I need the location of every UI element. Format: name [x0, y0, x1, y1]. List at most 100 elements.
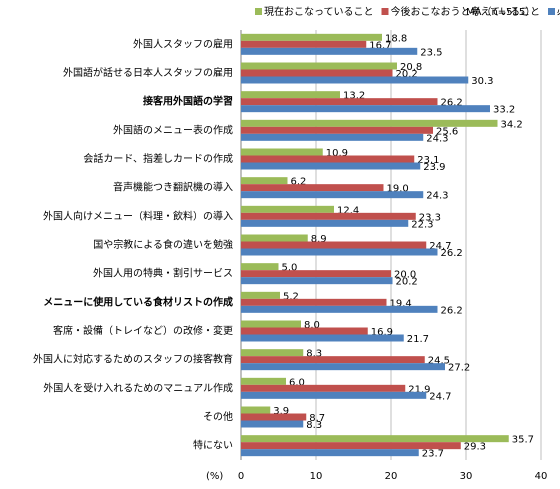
x-tick-label: 30	[460, 471, 473, 482]
x-tick-label: 40	[535, 471, 548, 482]
value-label: 23.3	[419, 212, 441, 223]
value-label: 33.2	[493, 105, 515, 116]
value-label: 3.9	[273, 406, 289, 417]
bar	[241, 305, 438, 313]
bar	[241, 320, 301, 328]
value-label: 16.9	[371, 327, 393, 338]
value-label: 6.2	[291, 177, 307, 188]
bar	[241, 291, 280, 299]
y-tick-label: 外国人に対応するためのスタッフの接客教育	[33, 353, 233, 366]
x-unit-label: (%)	[206, 471, 223, 482]
y-tick-label: 会話カード、指差しカードの作成	[83, 152, 233, 165]
bar	[241, 334, 404, 342]
value-label: 22.3	[411, 219, 433, 230]
bar	[241, 384, 406, 392]
bar	[241, 76, 469, 84]
legend-label: 必要だと思うこと	[557, 5, 560, 18]
y-tick-label: 特にない	[193, 440, 233, 452]
value-label: 30.3	[471, 76, 493, 87]
value-label: 25.6	[436, 126, 458, 137]
y-tick-label: 客席・設備（トレイなど）の改修・変更	[53, 324, 233, 337]
bar	[241, 391, 427, 399]
y-tick-label: 接客用外国語の学習	[143, 95, 233, 108]
bar	[241, 449, 419, 457]
bar	[241, 40, 367, 48]
bar	[241, 420, 304, 428]
value-label: 19.0	[387, 184, 409, 195]
value-label: 23.1	[417, 155, 439, 166]
value-label: 23.9	[423, 162, 445, 173]
y-tick-label: 外国語のメニュー表の作成	[113, 123, 233, 136]
x-tick-label: 20	[385, 471, 398, 482]
bar	[241, 91, 340, 99]
value-label: 20.8	[400, 62, 422, 73]
bar	[241, 406, 271, 414]
value-label: 20.0	[394, 270, 416, 281]
value-label: 8.3	[306, 420, 322, 431]
bar	[241, 119, 498, 127]
bar	[241, 349, 304, 357]
value-label: 26.2	[441, 98, 463, 109]
value-label: 5.2	[283, 291, 299, 302]
legend-swatch	[381, 8, 389, 15]
bar	[241, 133, 424, 141]
value-label: 27.2	[448, 363, 470, 374]
value-label: 21.7	[407, 334, 429, 345]
bar	[241, 191, 424, 199]
bar	[241, 263, 279, 271]
y-tick-label: 外国人スタッフの雇用	[133, 37, 233, 50]
y-tick-label: その他	[203, 410, 233, 423]
value-label: 20.2	[396, 69, 418, 80]
bar	[241, 356, 425, 364]
bar	[241, 442, 461, 450]
value-label: 24.3	[426, 133, 448, 144]
value-label: 29.3	[464, 442, 486, 453]
bar	[241, 413, 307, 421]
x-tick-label: 0	[238, 471, 244, 482]
legend-label: 今後おこなおうと考えていること	[391, 5, 541, 18]
bar	[241, 212, 416, 220]
bar	[241, 234, 308, 242]
value-label: 24.5	[428, 356, 450, 367]
bar	[241, 126, 433, 134]
value-label: 6.0	[289, 377, 305, 388]
bar	[241, 327, 368, 335]
value-label: 24.7	[429, 391, 451, 402]
bar	[241, 155, 415, 163]
value-label: 8.7	[309, 413, 325, 424]
value-label: 23.5	[420, 47, 442, 58]
bar	[241, 148, 323, 156]
value-label: 13.2	[343, 91, 365, 102]
legend-swatch	[255, 8, 262, 15]
bar	[241, 219, 409, 227]
y-tick-label: メニューに使用している食材リストの作成	[43, 295, 233, 308]
bar	[241, 33, 382, 41]
value-label: 5.0	[282, 263, 298, 274]
y-tick-label: 外国語が話せる日本人スタッフの雇用	[63, 66, 233, 79]
value-label: 19.4	[390, 298, 412, 309]
legend-label: 現在おこなっていること	[264, 6, 374, 18]
value-label: 16.7	[369, 40, 391, 51]
y-tick-label: 外国人を受け入れるためのマニュアル作成	[43, 382, 233, 394]
y-tick-label: 国や宗教による食の違いを勉強	[93, 238, 233, 251]
bar	[241, 270, 391, 278]
value-label: 23.7	[422, 449, 444, 460]
bar	[241, 62, 397, 70]
value-label: 8.0	[304, 320, 320, 331]
value-label: 8.3	[306, 349, 322, 360]
bar	[241, 377, 286, 385]
bar	[241, 277, 393, 285]
value-label: 26.2	[441, 305, 463, 316]
value-label: 20.2	[396, 277, 418, 288]
value-label: 34.2	[501, 119, 523, 130]
bar	[241, 98, 438, 106]
legend-swatch	[548, 8, 555, 15]
bar	[241, 162, 421, 170]
value-label: 35.7	[512, 435, 534, 446]
y-tick-label: 外国人向けメニュー（料理・飲料）の導入	[43, 209, 233, 222]
bar	[241, 248, 438, 256]
bar	[241, 177, 288, 185]
y-tick-label: 外国人用の特典・割引サービス	[93, 267, 233, 280]
bar	[241, 69, 393, 77]
value-label: 24.3	[426, 191, 448, 202]
